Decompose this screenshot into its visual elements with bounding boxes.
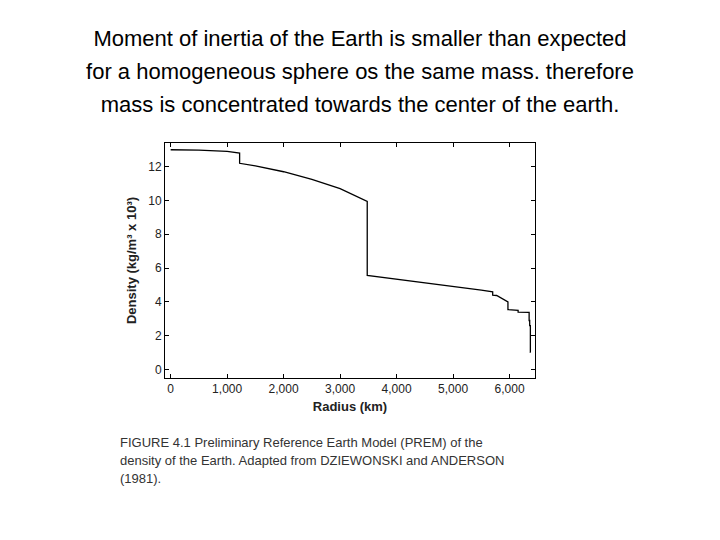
html-text:FIGURE 4.1 Preliminary Referen: FIGURE 4.1 Preliminary Reference Earth M…	[120, 435, 483, 450]
svg-text:2,000: 2,000	[269, 382, 299, 396]
svg-text:3,000: 3,000	[325, 382, 355, 396]
svg-text:4: 4	[155, 295, 162, 309]
svg-text:6: 6	[155, 261, 162, 275]
html-text:for a homogeneous sphere os th: for a homogeneous sphere os the same mas…	[86, 59, 634, 84]
html-text:density of the Earth. Adapted: density of the Earth. Adapted from DZIEW…	[120, 453, 505, 468]
svg-text:0: 0	[167, 382, 174, 396]
svg-text:2: 2	[155, 329, 162, 343]
svg-text:8: 8	[155, 227, 162, 241]
html-text:(1981).: (1981).	[120, 471, 162, 486]
svg-text:1,000: 1,000	[212, 382, 242, 396]
svg-text:10: 10	[148, 194, 162, 208]
svg-text:6,000: 6,000	[495, 382, 525, 396]
svg-text:12: 12	[148, 160, 162, 174]
svg-text:4,000: 4,000	[382, 382, 412, 396]
html-text:Moment of inertia of the Earth: Moment of inertia of the Earth is smalle…	[93, 26, 627, 51]
html-text:mass is concentrated towards t: mass is concentrated towards the center …	[100, 92, 620, 117]
svg-text:Radius (km): Radius (km)	[313, 399, 387, 414]
svg-text:0: 0	[155, 363, 162, 377]
svg-text:Density (kg/m³ x 10³): Density (kg/m³ x 10³)	[124, 197, 139, 324]
svg-text:5,000: 5,000	[438, 382, 468, 396]
